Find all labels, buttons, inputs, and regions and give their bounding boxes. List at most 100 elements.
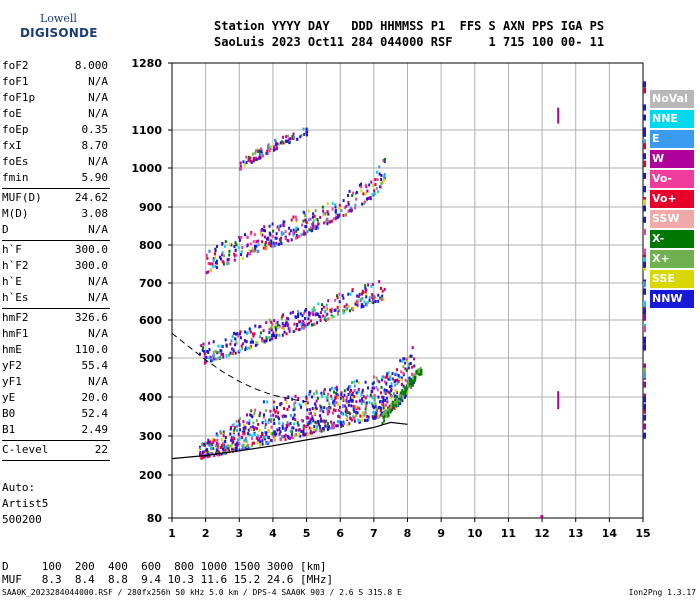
- echo-point: [215, 357, 218, 361]
- echo-point: [401, 392, 404, 396]
- echo-point: [261, 240, 264, 244]
- echo-point: [228, 253, 231, 257]
- echo-point: [293, 405, 296, 409]
- echo-point: [233, 428, 236, 432]
- echo-point: [380, 298, 383, 302]
- echo-point: [303, 211, 306, 215]
- echo-point: [264, 243, 267, 247]
- echo-point: [326, 318, 329, 322]
- echo-point: [244, 330, 247, 334]
- echo-point: [275, 236, 278, 240]
- echo-point: [295, 220, 298, 223]
- echo-point: [272, 241, 275, 245]
- echo-point: [399, 359, 402, 363]
- echo-point: [407, 366, 410, 370]
- echo-point: [349, 309, 351, 313]
- echo-point: [266, 441, 269, 445]
- edge-echo: [643, 396, 646, 403]
- echo-point: [382, 395, 385, 399]
- echo-point: [306, 130, 309, 134]
- echo-point: [312, 311, 315, 315]
- echo-point: [399, 391, 402, 395]
- echo-point: [315, 399, 318, 403]
- echo-point: [252, 332, 254, 336]
- echo-point: [316, 321, 319, 325]
- echo-point: [416, 371, 419, 375]
- echo-point: [405, 369, 408, 373]
- echo-point: [265, 442, 268, 446]
- echo-point: [334, 205, 337, 209]
- param-value: N/A: [88, 155, 108, 168]
- echo-point: [304, 402, 307, 406]
- edge-echo: [643, 414, 646, 421]
- echo-point: [243, 163, 246, 167]
- echo-point: [389, 378, 392, 381]
- echo-point: [404, 378, 407, 382]
- echo-point: [369, 393, 372, 397]
- echo-point: [334, 298, 337, 302]
- echo-point: [239, 161, 242, 165]
- echo-point: [298, 402, 301, 406]
- echo-point: [370, 389, 373, 393]
- echo-point: [348, 422, 351, 426]
- edge-echo: [643, 432, 646, 439]
- echo-point: [310, 421, 313, 425]
- echo-point: [270, 418, 273, 421]
- echo-point: [233, 430, 236, 433]
- echo-point: [345, 303, 348, 307]
- param-separator: [2, 188, 110, 189]
- echo-point: [206, 256, 209, 260]
- echo-point: [233, 254, 236, 258]
- echo-point: [224, 447, 227, 451]
- echo-point: [317, 420, 320, 423]
- echo-point: [230, 339, 233, 343]
- param-label: B1: [2, 423, 16, 436]
- echo-point: [408, 362, 411, 366]
- x-tick-label: 1: [168, 527, 176, 540]
- x-tick-label: 8: [404, 527, 412, 540]
- echo-point: [302, 320, 305, 323]
- echo-point: [353, 409, 356, 413]
- echo-point: [383, 175, 386, 179]
- echo-point: [302, 433, 305, 437]
- echo-point: [358, 399, 361, 403]
- y-tick-label: 500: [139, 352, 162, 365]
- echo-point: [349, 208, 351, 212]
- echo-point: [369, 197, 372, 201]
- echo-point: [248, 433, 251, 437]
- echo-point: [250, 428, 253, 431]
- echo-point: [382, 397, 385, 401]
- echo-point: [408, 383, 411, 387]
- echo-point: [278, 333, 281, 337]
- echo-point: [281, 315, 284, 319]
- echo-point: [370, 180, 373, 184]
- echo-point: [278, 426, 281, 430]
- echo-point: [368, 299, 371, 302]
- echo-point: [280, 402, 283, 405]
- echo-point: [239, 428, 241, 432]
- echo-point: [212, 438, 214, 441]
- echo-point: [402, 371, 405, 375]
- echo-point: [212, 257, 215, 261]
- echo-point: [319, 427, 322, 431]
- echo-point: [337, 402, 340, 406]
- echo-point: [297, 234, 300, 238]
- echo-point: [270, 419, 272, 423]
- echo-point: [402, 392, 405, 396]
- echo-point: [242, 420, 245, 424]
- param-label: D: [2, 223, 9, 236]
- echo-point: [225, 354, 228, 358]
- echo-point: [309, 390, 312, 393]
- echo-point: [307, 209, 310, 213]
- echo-point: [316, 396, 319, 400]
- echo-point: [251, 249, 254, 253]
- echo-point: [287, 317, 290, 321]
- echo-point: [251, 152, 254, 156]
- echo-point: [256, 436, 259, 440]
- echo-point: [264, 435, 267, 439]
- echo-point: [227, 258, 230, 261]
- echo-point: [266, 237, 269, 241]
- echo-point: [261, 421, 264, 425]
- echo-point: [389, 375, 392, 379]
- echo-point: [381, 421, 384, 425]
